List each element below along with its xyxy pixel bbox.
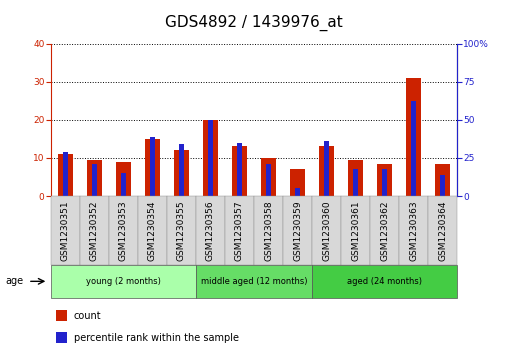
Bar — [266, 164, 271, 196]
Bar — [58, 154, 73, 196]
Bar — [324, 141, 329, 196]
Bar — [320, 146, 334, 196]
Text: GSM1230362: GSM1230362 — [380, 200, 389, 261]
Bar — [150, 136, 155, 196]
Text: aged (24 months): aged (24 months) — [347, 277, 422, 286]
Text: GSM1230361: GSM1230361 — [351, 200, 360, 261]
Bar — [121, 173, 126, 196]
Text: GSM1230354: GSM1230354 — [148, 200, 157, 261]
Bar — [203, 120, 218, 196]
Bar — [382, 168, 387, 196]
Bar — [62, 152, 68, 196]
Text: GSM1230352: GSM1230352 — [90, 200, 99, 261]
Text: percentile rank within the sample: percentile rank within the sample — [74, 333, 239, 343]
Text: middle aged (12 months): middle aged (12 months) — [201, 277, 307, 286]
Text: GSM1230357: GSM1230357 — [235, 200, 244, 261]
Bar — [290, 169, 305, 196]
Text: young (2 months): young (2 months) — [86, 277, 161, 286]
Text: GSM1230360: GSM1230360 — [322, 200, 331, 261]
Bar — [406, 78, 421, 196]
Text: GSM1230359: GSM1230359 — [293, 200, 302, 261]
Text: GSM1230363: GSM1230363 — [409, 200, 418, 261]
Text: GSM1230355: GSM1230355 — [177, 200, 186, 261]
Text: GDS4892 / 1439976_at: GDS4892 / 1439976_at — [165, 15, 343, 31]
Bar — [261, 158, 276, 196]
Text: count: count — [74, 311, 101, 321]
Bar — [174, 150, 188, 196]
Bar — [377, 164, 392, 196]
Bar — [435, 164, 450, 196]
Bar — [348, 160, 363, 196]
Bar — [92, 164, 97, 196]
Bar — [353, 168, 358, 196]
Text: GSM1230364: GSM1230364 — [438, 200, 447, 261]
Bar — [237, 143, 242, 196]
Bar — [145, 139, 160, 196]
Bar — [179, 144, 184, 196]
Bar — [116, 162, 131, 196]
Text: age: age — [5, 276, 23, 286]
Text: GSM1230358: GSM1230358 — [264, 200, 273, 261]
Bar — [295, 188, 300, 196]
Bar — [440, 175, 446, 196]
Bar — [87, 160, 102, 196]
Text: GSM1230356: GSM1230356 — [206, 200, 215, 261]
Text: GSM1230351: GSM1230351 — [61, 200, 70, 261]
Bar — [411, 102, 416, 196]
Bar — [208, 120, 213, 196]
Text: GSM1230353: GSM1230353 — [119, 200, 128, 261]
Bar — [232, 146, 247, 196]
